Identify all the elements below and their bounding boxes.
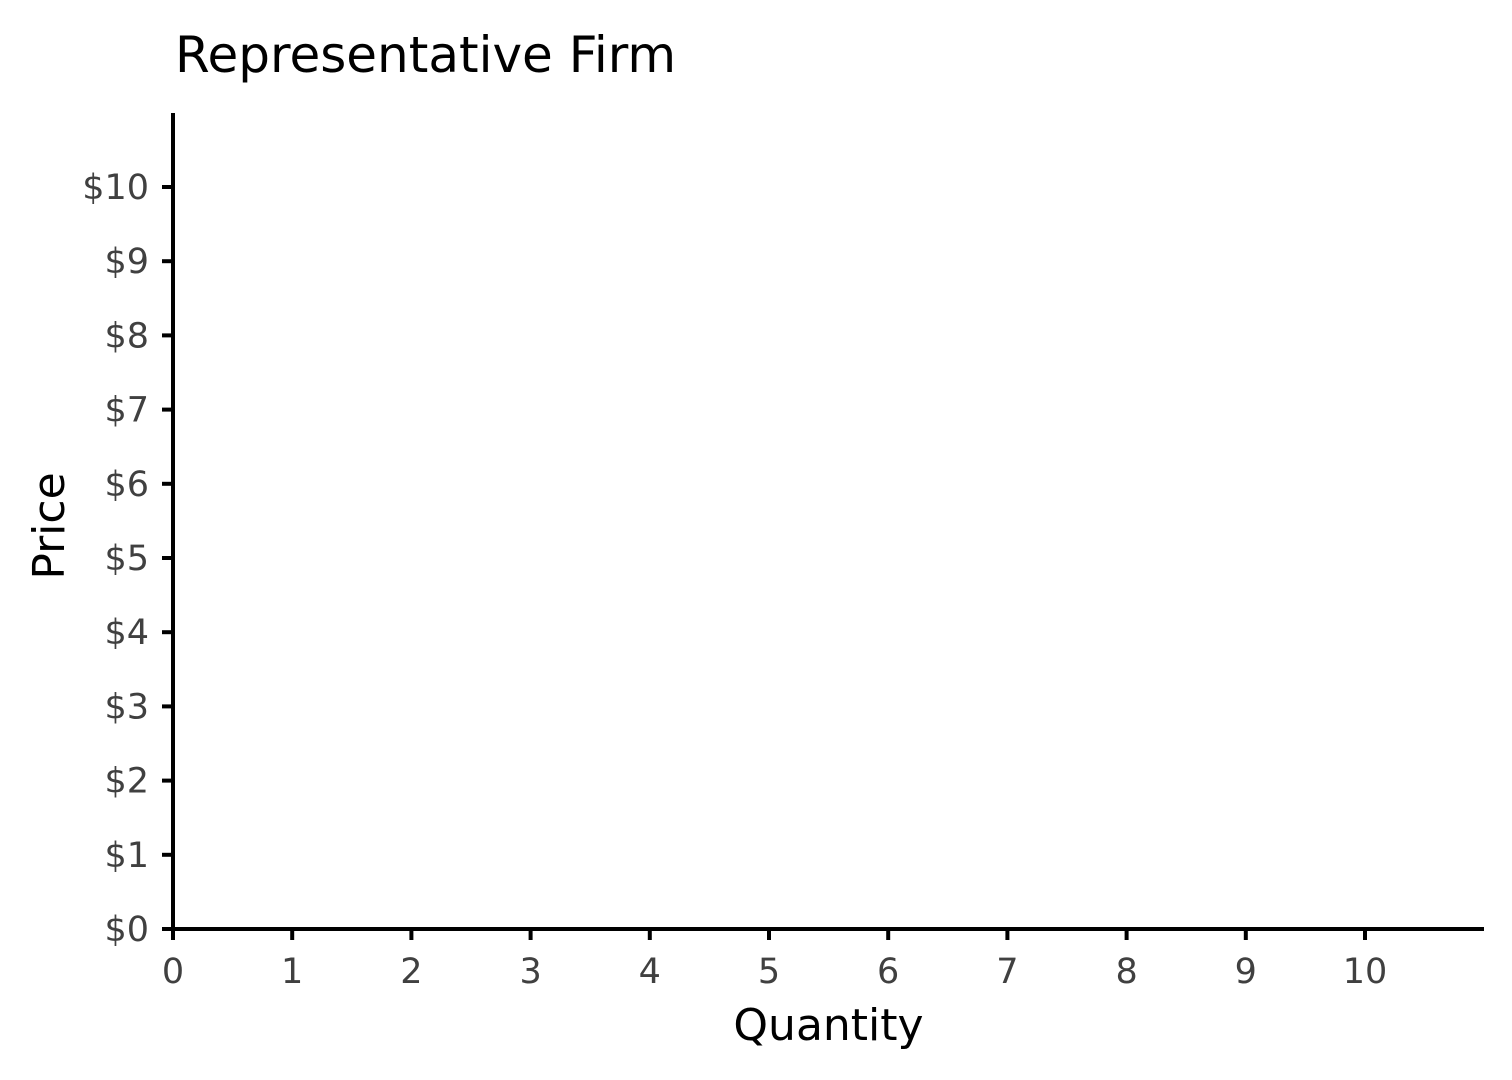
y-tick-label: $4 [104, 613, 149, 653]
y-tick-label: $9 [104, 242, 149, 282]
x-tick-label: 3 [519, 952, 541, 992]
x-tick-label: 5 [758, 952, 780, 992]
y-tick-label: $0 [104, 910, 149, 950]
y-tick-label: $5 [104, 539, 149, 579]
x-tick-label: 9 [1235, 952, 1257, 992]
x-tick-label: 2 [400, 952, 422, 992]
y-tick-label: $6 [104, 465, 149, 505]
x-axis-label: Quantity [733, 1000, 923, 1051]
x-tick-label: 1 [281, 952, 303, 992]
x-tick-label: 10 [1343, 952, 1388, 992]
y-tick-label: $10 [82, 168, 149, 208]
x-tick-label: 8 [1115, 952, 1137, 992]
x-tick-label: 4 [639, 952, 661, 992]
x-tick-label: 7 [996, 952, 1018, 992]
y-tick-label: $8 [104, 316, 149, 356]
y-axis-label: Price [24, 472, 75, 579]
y-tick-label: $3 [104, 687, 149, 727]
chart-title: Representative Firm [175, 26, 676, 84]
x-tick-label: 6 [877, 952, 899, 992]
y-tick-label: $7 [104, 391, 149, 431]
x-axis-ticks: 0 1 2 3 4 5 6 7 8 9 10 [162, 929, 1387, 992]
y-tick-label: $2 [104, 762, 149, 802]
y-axis-ticks: $0 $1 $2 $3 $4 $5 $6 $7 $8 $9 $10 [82, 168, 173, 950]
x-tick-label: 0 [162, 952, 184, 992]
y-tick-label: $1 [104, 836, 149, 876]
